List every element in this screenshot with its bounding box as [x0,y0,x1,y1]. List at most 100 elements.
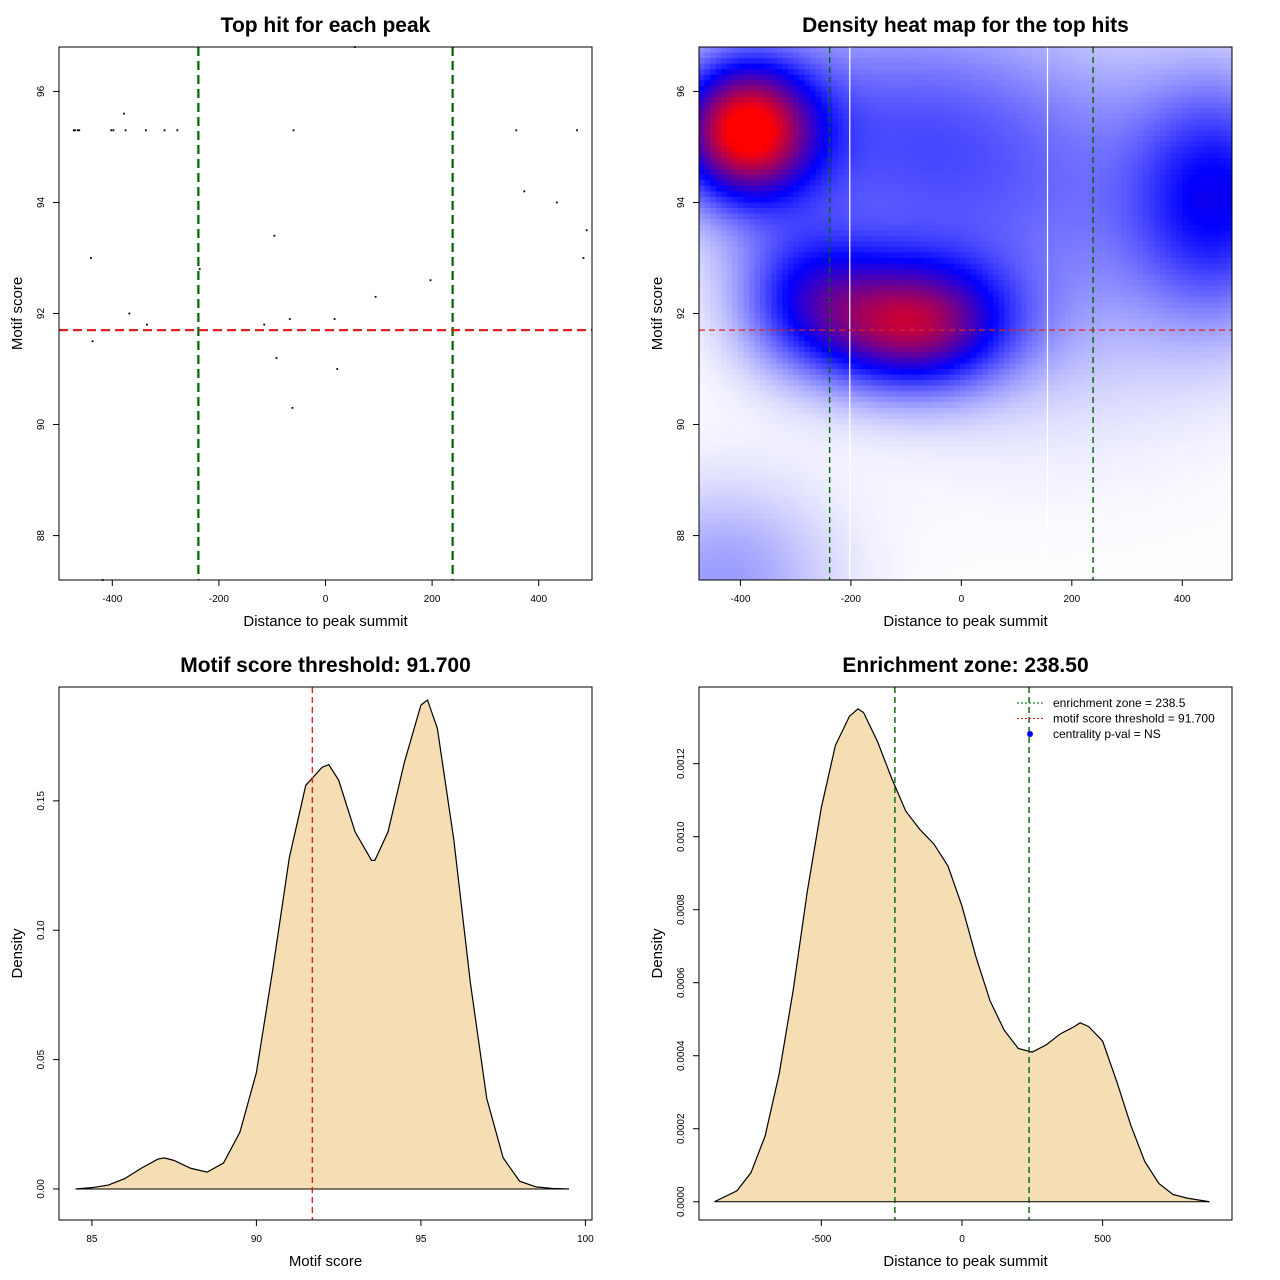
heatmap-cell [1104,63,1111,70]
heatmap-cell [948,235,955,242]
heatmap-cell [715,274,722,281]
heatmap-cell [771,174,778,181]
heatmap-cell [1037,58,1044,65]
heatmap-cell [1198,191,1205,198]
heatmap-cell [1087,208,1094,215]
heatmap-cell [810,208,817,215]
heatmap-cell [1215,241,1222,248]
heatmap-cell [904,124,911,131]
heatmap-cell [1132,69,1139,76]
heatmap-cell [1209,235,1216,242]
heatmap-cell [810,163,817,170]
heatmap-cell [976,119,983,126]
heatmap-cell [915,141,922,148]
heatmap-cell [1098,180,1105,187]
heatmap-cell [971,196,978,204]
heatmap-cell [954,285,961,292]
scatter-point [124,129,127,132]
heatmap-cell [1198,319,1205,326]
heatmap-cell [798,58,806,65]
heatmap-cell [1009,257,1017,265]
heatmap-cell [1215,158,1222,165]
heatmap-cell [804,202,811,209]
heatmap-cell [699,252,706,259]
heatmap-cell [1159,280,1166,287]
heatmap-cell [1065,135,1072,142]
heatmap-cell [1032,52,1039,59]
heatmap-cell [1043,102,1050,109]
heatmap-cell [854,280,861,287]
heatmap-cell [1021,47,1028,54]
heatmap-cell [1132,163,1139,170]
heatmap-cell [1004,135,1011,142]
heatmap-cell [1048,63,1055,70]
heatmap-cell [982,163,989,170]
heatmap-cell [1037,291,1044,298]
heatmap-cell [987,80,994,87]
heatmap-cell [832,324,839,331]
heatmap-cell [876,252,883,259]
heatmap-cell [882,163,889,170]
heatmap-cell [1048,158,1055,165]
heatmap-cell [748,274,756,281]
heatmap-cell [876,296,883,303]
heatmap-cell [976,102,983,109]
heatmap-cell [1170,185,1178,192]
heatmap-cell [954,58,961,65]
heatmap-cell [1104,185,1111,192]
heatmap-cell [893,152,900,159]
heatmap-cell [1043,263,1050,270]
heatmap-cell [1026,302,1033,309]
heatmap-cell [987,146,994,154]
heatmap-cell [1026,146,1033,154]
heatmap-cell [1170,235,1178,242]
heatmap-cell [1109,135,1116,142]
heatmap-cell [915,196,922,204]
heatmap-cell [1009,291,1017,298]
heatmap-cell [804,141,811,148]
heatmap-cell [798,174,806,181]
heatmap-cell [871,163,878,170]
heatmap-cell [748,63,756,70]
heatmap-cell [1154,169,1161,176]
heatmap-cell [1109,208,1116,215]
heatmap-cell [715,291,722,298]
heatmap-cell [971,174,978,181]
heatmap-cell [982,63,989,70]
heatmap-cell [971,263,978,270]
heatmap-cell [976,158,983,165]
heatmap-cell [710,241,717,248]
heatmap-cell [1093,63,1100,70]
heatmap-cell [837,152,844,159]
heatmap-cell [971,241,978,248]
heatmap-cell [932,174,939,181]
heatmap-cell [843,235,850,242]
heatmap-cell [843,196,850,204]
heatmap-cell [787,263,794,270]
heatmap-cell [1209,47,1216,54]
heatmap-cell [832,219,839,226]
heatmap-cell [943,163,950,170]
heatmap-cell [893,163,900,170]
heatmap-cell [1154,174,1161,181]
heatmap-cell [1193,285,1200,292]
heatmap-cell [1226,158,1232,165]
heatmap-cell [932,146,939,154]
heatmap-cell [1215,319,1222,326]
heatmap-cell [1026,85,1033,93]
heatmap-cell [810,219,817,226]
heatmap-cell [704,169,711,176]
heatmap-cell [793,124,800,131]
heatmap-cell [882,102,889,109]
heatmap-cell [810,180,817,187]
heatmap-cell [1059,319,1067,326]
heatmap-cell [854,313,861,320]
heatmap-cell [1209,174,1216,181]
heatmap-cell [887,113,894,120]
heatmap-cell [832,58,839,65]
heatmap-cell [737,124,745,131]
heatmap-cell [1209,69,1216,76]
heatmap-cell [1170,285,1178,292]
heatmap-cell [832,296,839,303]
heatmap-cell [776,246,783,254]
